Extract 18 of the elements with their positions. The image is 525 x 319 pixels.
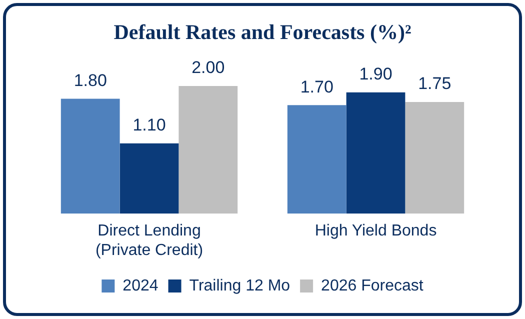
data-label: 2.00: [192, 58, 225, 78]
legend-label: 2026 Forecast: [321, 277, 424, 294]
bar: [346, 92, 406, 214]
bar: [120, 143, 179, 214]
bar: [287, 105, 346, 214]
bar: [178, 86, 238, 214]
x-tick-label: High Yield Bonds: [314, 222, 437, 240]
data-label: 1.10: [132, 116, 166, 135]
legend-label: Trailing 12 Mo: [189, 277, 290, 294]
chart-title: Default Rates and Forecasts (%)²: [112, 20, 412, 45]
x-tick-label: Direct Lending (Private Credit): [95, 222, 204, 259]
data-label: 1.70: [300, 77, 334, 96]
bar: [60, 98, 120, 214]
bar: [405, 102, 464, 214]
data-label: 1.90: [359, 64, 392, 84]
legend-label: 2024: [122, 277, 158, 294]
data-label: 1.75: [418, 74, 452, 94]
data-label: 1.80: [74, 70, 107, 90]
